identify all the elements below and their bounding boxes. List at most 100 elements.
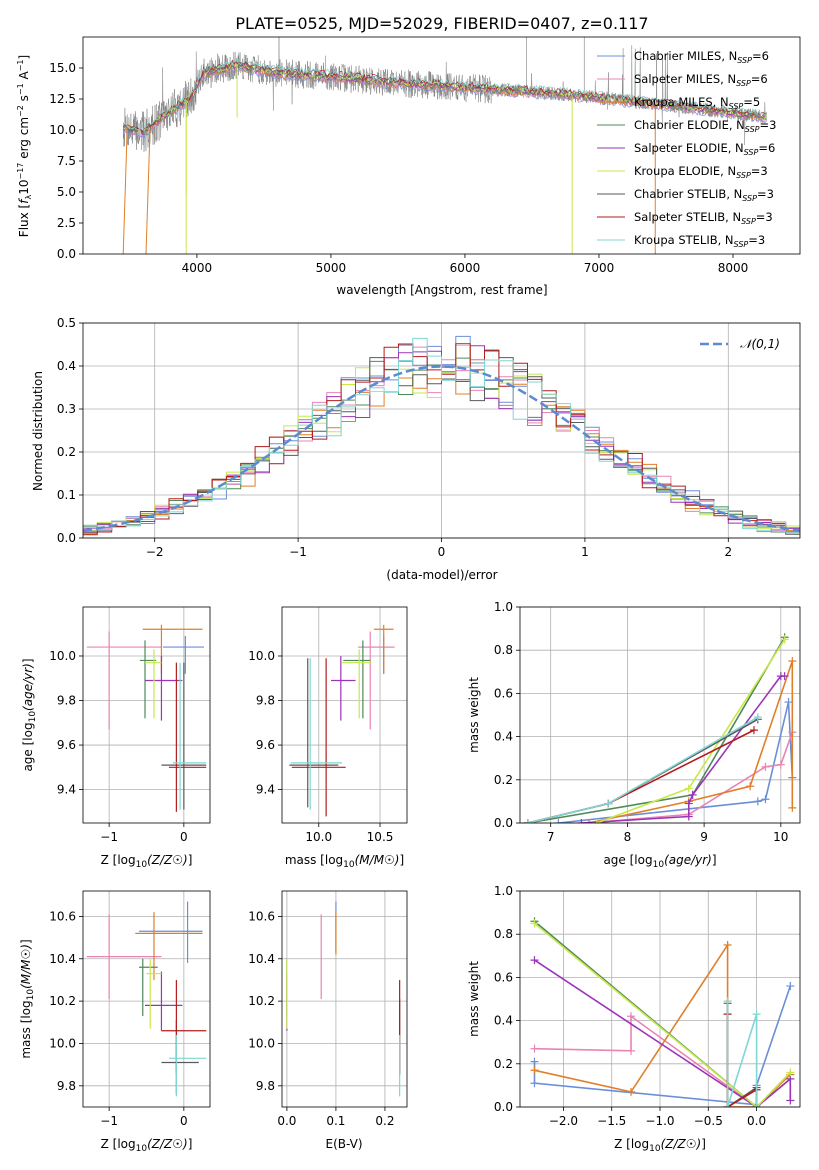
errorbar-kroupa_miles bbox=[135, 912, 203, 980]
y-axis-label: Normed distribution bbox=[31, 371, 45, 491]
weight-marker-kroupa_miles bbox=[746, 782, 755, 791]
legend: 𝒩(0,1) bbox=[700, 337, 780, 351]
y-tick-label: 7.5 bbox=[57, 154, 76, 168]
legend-label-salpeter_stelib: Salpeter STELIB, NSSP=3 bbox=[634, 210, 773, 226]
x-axis-label: mass [log10(M/M☉)] bbox=[285, 853, 404, 870]
panel-mass_vs_ebv: 0.0 0.1 0.2 9.8 10.0 10.2 10.4 10.6 E(B-V) bbox=[248, 890, 408, 1151]
y-tick-label: 10.4 bbox=[49, 952, 76, 966]
weight-line-salpeter_elodie bbox=[534, 959, 792, 1107]
panel-age_vs_mass: 10.0 10.5 9.4 9.6 9.8 10.0 mass [log10(M/M☉)] bbox=[248, 606, 408, 870]
axes-frame bbox=[519, 890, 801, 1108]
legend-label-salpeter_miles: Salpeter MILES, NSSP=6 bbox=[634, 72, 768, 88]
panel-age_vs_Z: −1 0 9.4 9.6 9.8 10.0 Z [log10(Z/Z☉)] age [log1… bbox=[21, 606, 211, 870]
y-tick-label: 10.4 bbox=[248, 952, 275, 966]
errorbar-salpeter_stelib bbox=[168, 662, 207, 812]
grid bbox=[83, 607, 210, 823]
panel-mass_weight_vs_Z: −2.0 −1.5 −1.0 −0.5 0.0 0.0 0.2 0.4 0.6 0.8 1.0 Z [… bbox=[467, 884, 801, 1154]
legend-label-kroupa_stelib: Kroupa STELIB, NSSP=3 bbox=[634, 233, 765, 249]
legend-label-kroupa_miles: Kroupa MILES, NSSP=5 bbox=[634, 95, 760, 111]
weight-marker-kroupa_miles bbox=[585, 819, 594, 823]
weight-marker-salpeter_miles bbox=[627, 1012, 636, 1021]
y-tick-label: 0.6 bbox=[494, 686, 513, 700]
plot-area bbox=[86, 901, 207, 1097]
legend-label-chabrier_miles: Chabrier MILES, NSSP=6 bbox=[634, 49, 769, 65]
model-spectrum-kroupa_stelib bbox=[122, 57, 767, 133]
x-tick-label: −2.0 bbox=[549, 1114, 578, 1128]
legend: Chabrier MILES, NSSP=6 Salpeter MILES, NS… bbox=[597, 49, 776, 249]
errorbar-chabrier_miles bbox=[359, 635, 394, 674]
y-tick-label: 9.4 bbox=[256, 783, 275, 797]
x-tick-label: 0.2 bbox=[375, 1114, 394, 1128]
y-tick-label: 9.6 bbox=[256, 738, 275, 752]
model-edge bbox=[145, 130, 151, 254]
x-tick-label: 7 bbox=[547, 830, 555, 844]
weight-marker-salpeter_miles bbox=[776, 760, 785, 769]
x-axis-label: (data-model)/error bbox=[386, 568, 497, 582]
y-tick-label: 10.2 bbox=[248, 994, 275, 1008]
y-tick-label: 9.8 bbox=[256, 1079, 275, 1093]
y-tick-label: 0.3 bbox=[57, 402, 76, 416]
y-tick-label: 0.0 bbox=[494, 1100, 513, 1114]
errorbar-kroupa_elodie bbox=[146, 958, 162, 1029]
x-axis-label: Z [log10(Z/Z☉)] bbox=[614, 1137, 706, 1154]
axes-frame bbox=[281, 890, 408, 1108]
y-tick-label: 10.0 bbox=[49, 1036, 76, 1050]
errorbar-kroupa_stelib bbox=[168, 1035, 207, 1097]
errorbar-chabrier_stelib bbox=[289, 658, 339, 808]
x-tick-label: 1 bbox=[581, 545, 589, 559]
weight-marker-kroupa_miles bbox=[530, 1066, 539, 1075]
errorbar-chabrier_miles bbox=[139, 901, 203, 963]
weight-marker-kroupa_elodie bbox=[592, 819, 601, 823]
axes-frame bbox=[82, 36, 801, 255]
axes: 7 8 9 10 0.0 0.2 0.4 0.6 0.8 1.0 age [log10(age/yr… bbox=[467, 600, 801, 870]
histogram-kroupa_stelib bbox=[83, 337, 800, 538]
weight-line-kroupa_elodie bbox=[533, 922, 791, 1107]
weight-line-salpeter_miles bbox=[534, 1014, 758, 1107]
weight-line-kroupa_stelib bbox=[527, 716, 759, 823]
y-tick-label: 9.8 bbox=[57, 694, 76, 708]
plot-area bbox=[523, 633, 797, 823]
y-tick-label: 15.0 bbox=[49, 61, 76, 75]
axes-frame bbox=[82, 322, 801, 539]
weight-marker-kroupa_elodie bbox=[780, 635, 789, 644]
grid bbox=[520, 890, 800, 1108]
x-tick-label: 10 bbox=[773, 830, 788, 844]
y-tick-label: 0.4 bbox=[494, 1014, 513, 1028]
y-tick-label: 0.6 bbox=[494, 970, 513, 984]
x-tick-label: −1.5 bbox=[597, 1114, 626, 1128]
y-tick-label: 10.6 bbox=[49, 909, 76, 923]
x-tick-label: −1 bbox=[100, 830, 118, 844]
y-axis-label: Flux [fλ10−17 erg cm−2 s−1 A−1] bbox=[16, 55, 33, 237]
x-tick-label: 0.0 bbox=[277, 1114, 296, 1128]
weight-marker-chabrier_miles bbox=[761, 795, 770, 804]
panel-mass_vs_Z: −1 0 9.8 10.0 10.2 10.4 10.6 Z [log10(Z/Z☉)] mas… bbox=[19, 890, 211, 1154]
weight-marker-kroupa_miles bbox=[627, 1087, 636, 1096]
y-tick-label: 10.0 bbox=[49, 649, 76, 663]
plot-area bbox=[122, 37, 767, 254]
y-tick-label: 0.0 bbox=[57, 531, 76, 545]
errorbar-kroupa_stelib bbox=[172, 662, 207, 810]
weight-marker-kroupa_miles bbox=[788, 803, 797, 812]
axes: 0.0 0.1 0.2 9.8 10.0 10.2 10.4 10.6 E(B-V) bbox=[248, 890, 408, 1151]
errorbar-kroupa_elodie bbox=[342, 649, 372, 719]
y-tick-label: 9.8 bbox=[57, 1079, 76, 1093]
y-tick-label: 0.0 bbox=[57, 247, 76, 261]
weight-marker-chabrier_miles bbox=[753, 797, 762, 806]
y-tick-label: 0.2 bbox=[494, 773, 513, 787]
x-axis-label: Z [log10(Z/Z☉)] bbox=[101, 853, 193, 870]
y-tick-label: 0.5 bbox=[57, 316, 76, 330]
legend-label-chabrier_stelib: Chabrier STELIB, NSSP=3 bbox=[634, 187, 774, 203]
x-tick-label: −1 bbox=[100, 1114, 118, 1128]
panel-mass_weight_vs_age: 7 8 9 10 0.0 0.2 0.4 0.6 0.8 1.0 age [log10(age/yr… bbox=[467, 600, 801, 870]
axes-frame bbox=[82, 890, 211, 1108]
y-tick-label: 10.2 bbox=[49, 994, 76, 1008]
errorbar-chabrier_stelib bbox=[161, 662, 207, 810]
weight-marker-kroupa_stelib bbox=[752, 1010, 761, 1019]
y-tick-label: 10.0 bbox=[49, 123, 76, 137]
x-tick-label: 0 bbox=[180, 830, 188, 844]
grid bbox=[83, 891, 210, 1107]
axes: −2 −1 0 1 2 0.0 0.1 0.2 0.3 0.4 0.5 (data-model)/er… bbox=[31, 316, 801, 582]
y-tick-label: 1.0 bbox=[494, 884, 513, 898]
axes: −1 0 9.4 9.6 9.8 10.0 Z [log10(Z/Z☉)] age [log1… bbox=[21, 606, 211, 870]
